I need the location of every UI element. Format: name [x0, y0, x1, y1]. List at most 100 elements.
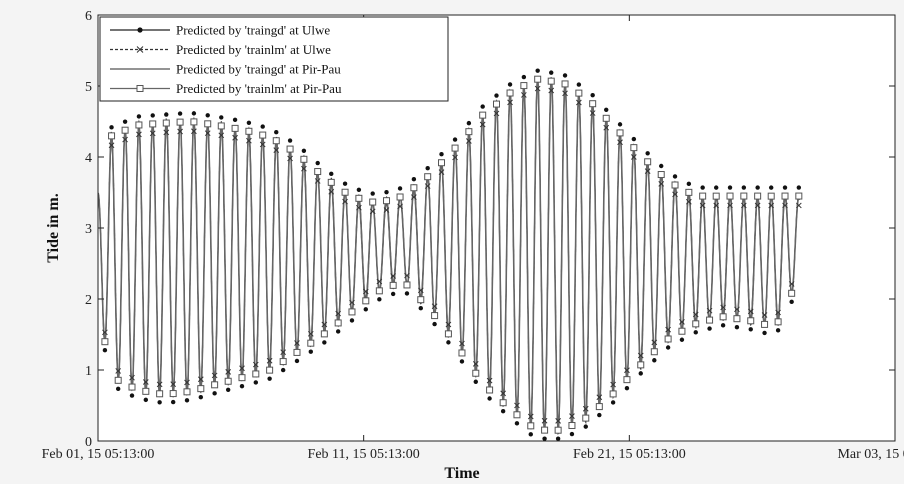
marker-x [404, 272, 410, 279]
marker-dot [349, 318, 355, 323]
marker-dot [796, 185, 802, 190]
marker-x [507, 99, 513, 106]
marker-x [314, 178, 321, 184]
marker-dot [562, 73, 568, 78]
legend-box [99, 16, 449, 102]
marker-square [761, 320, 769, 328]
marker-x [424, 183, 431, 189]
marker-square [499, 399, 507, 407]
marker-dot [631, 136, 637, 142]
marker-x [775, 309, 781, 316]
marker-dot [617, 122, 623, 127]
marker-dot [549, 70, 554, 75]
marker-dot [624, 385, 630, 391]
marker-dot [597, 412, 602, 418]
marker-square [334, 319, 342, 327]
marker-square [740, 192, 748, 200]
marker-dot [267, 376, 272, 381]
marker-x [239, 365, 245, 372]
marker-dot [397, 186, 403, 191]
marker-x [795, 202, 802, 209]
marker-square [747, 317, 755, 325]
marker-x [115, 368, 122, 374]
x-tick-label: Feb 11, 15 05:13:00 [308, 447, 420, 462]
marker-square [149, 120, 157, 128]
legend-marker-x [136, 46, 144, 53]
y-tick-label: 4 [85, 151, 92, 166]
marker-dot [177, 111, 183, 116]
marker-x [466, 138, 472, 144]
marker-dot [452, 137, 458, 142]
marker-dot [150, 113, 155, 118]
marker-dot [768, 185, 774, 190]
y-tick-label: 0 [85, 435, 92, 450]
marker-x [761, 312, 768, 318]
marker-square [692, 320, 700, 328]
marker-square [252, 370, 260, 378]
marker-x [548, 87, 555, 94]
marker-square [320, 330, 328, 338]
marker-x [479, 121, 486, 128]
marker-square [444, 330, 452, 338]
marker-x [122, 136, 128, 143]
marker-square [472, 369, 480, 377]
marker-square [190, 118, 198, 126]
legend-item: Predicted by 'traingd' at Ulwe [110, 23, 330, 38]
marker-dot [610, 400, 616, 405]
marker-dot [748, 327, 753, 332]
marker-dot [363, 307, 368, 312]
marker-x [521, 92, 527, 98]
marker-square [156, 390, 164, 398]
marker-square [493, 100, 500, 108]
marker-dot [404, 291, 410, 296]
marker-square [114, 376, 122, 384]
marker-dot [191, 111, 197, 116]
marker-square [644, 158, 652, 166]
marker-x [713, 202, 720, 209]
marker-dot [693, 330, 698, 335]
marker-dot [727, 185, 733, 190]
marker-x [362, 288, 369, 295]
marker-square [774, 318, 782, 326]
marker-x [541, 417, 548, 424]
marker-x [273, 147, 280, 153]
marker-dot [212, 391, 217, 396]
marker-dot [775, 328, 781, 333]
marker-square [135, 121, 143, 129]
marker-dot [672, 174, 678, 179]
marker-x [459, 340, 465, 347]
marker-x [369, 208, 376, 215]
marker-dot [590, 92, 595, 98]
marker-square [438, 159, 446, 167]
marker-x [679, 319, 685, 325]
marker-square [486, 386, 494, 394]
marker-x [534, 85, 541, 92]
marker-dot [253, 380, 259, 385]
marker-square [176, 118, 184, 126]
marker-x [102, 329, 108, 336]
marker-square [369, 198, 377, 206]
marker-dot [384, 189, 389, 195]
marker-dot [459, 359, 465, 364]
marker-x [768, 202, 775, 209]
marker-x [569, 413, 575, 419]
marker-dot [528, 432, 533, 437]
marker-x [170, 381, 177, 388]
marker-square [788, 289, 796, 297]
marker-x [417, 287, 424, 294]
marker-square [664, 335, 672, 343]
marker-dot [700, 185, 705, 190]
x-axis-label: Time [444, 465, 479, 482]
marker-square [575, 89, 583, 97]
marker-x [246, 137, 252, 144]
marker-dot [686, 181, 692, 187]
marker-x [376, 278, 383, 285]
marker-x [259, 141, 266, 148]
marker-square [609, 390, 617, 398]
marker-square [314, 168, 322, 176]
marker-x [624, 367, 630, 374]
marker-square [671, 181, 679, 189]
marker-dot [521, 74, 527, 80]
marker-x [232, 134, 238, 141]
